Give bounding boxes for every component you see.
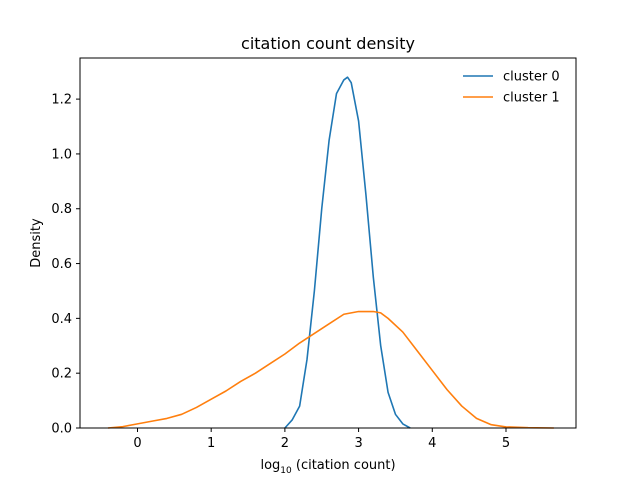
y-axis-ticks: 0.0 0.2 0.4 0.6 0.8 1.0 1.2 <box>51 93 80 437</box>
series-line-0 <box>284 76 411 429</box>
y-tick-label: 1.2 <box>51 93 72 108</box>
x-tick-label: 3 <box>354 436 362 451</box>
legend: cluster 0 cluster 1 <box>463 70 560 106</box>
x-tick-label: 5 <box>502 436 510 451</box>
x-axis-ticks: 0 1 2 3 4 5 <box>133 428 510 451</box>
y-tick-label: 0.2 <box>51 367 72 382</box>
chart-title: citation count density <box>241 34 415 53</box>
x-axis-label: log10 (citation count) <box>260 458 395 476</box>
y-tick-label: 0.4 <box>51 312 72 327</box>
y-axis-label: Density <box>29 218 44 268</box>
y-tick-label: 0.8 <box>51 202 72 217</box>
x-axis-label-suffix: (citation count) <box>292 458 396 473</box>
plot-frame <box>79 57 577 429</box>
x-tick-label: 2 <box>281 436 289 451</box>
series-line-1 <box>107 310 554 429</box>
plot-lines <box>107 76 554 429</box>
x-tick-label: 0 <box>133 436 141 451</box>
x-tick-label: 4 <box>428 436 436 451</box>
y-tick-label: 1.0 <box>51 147 72 162</box>
legend-label-1: cluster 1 <box>503 91 560 106</box>
y-tick-label: 0.6 <box>51 257 72 272</box>
x-tick-label: 1 <box>207 436 215 451</box>
x-axis-label-subscript: 10 <box>280 466 292 476</box>
x-axis-label-prefix: log <box>260 458 280 473</box>
y-tick-label: 0.0 <box>51 422 72 437</box>
legend-label-0: cluster 0 <box>503 70 560 85</box>
